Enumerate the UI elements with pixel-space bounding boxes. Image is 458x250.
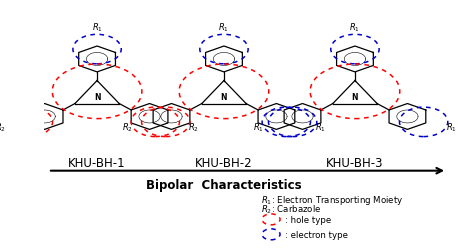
Text: $R_2$: $R_2$ bbox=[122, 120, 133, 133]
Text: KHU-BH-1: KHU-BH-1 bbox=[68, 156, 126, 169]
Text: $R_1$: $R_1$ bbox=[446, 120, 457, 133]
Text: : hole type: : hole type bbox=[285, 215, 332, 224]
Text: N: N bbox=[94, 93, 100, 102]
Text: $R_1$: $R_1$ bbox=[349, 21, 360, 34]
Text: $R_2$: $R_2$ bbox=[0, 120, 6, 133]
Text: $R_1$: $R_1$ bbox=[92, 21, 103, 34]
Text: $R_1$: $R_1$ bbox=[218, 21, 229, 34]
Text: $R_1$: $R_1$ bbox=[253, 120, 264, 133]
Text: $R_1$: Electron Transporting Moiety: $R_1$: Electron Transporting Moiety bbox=[261, 193, 403, 206]
Text: N: N bbox=[221, 93, 227, 102]
Text: KHU-BH-3: KHU-BH-3 bbox=[326, 156, 384, 169]
Text: $R_2$: Carbazole: $R_2$: Carbazole bbox=[261, 203, 321, 215]
Text: $R_2$: $R_2$ bbox=[188, 120, 199, 133]
Text: $R_1$: $R_1$ bbox=[315, 120, 326, 133]
Text: : electron type: : electron type bbox=[285, 230, 349, 239]
Text: Bipolar  Characteristics: Bipolar Characteristics bbox=[146, 178, 302, 192]
Text: N: N bbox=[352, 93, 358, 102]
Text: KHU-BH-2: KHU-BH-2 bbox=[195, 156, 253, 169]
